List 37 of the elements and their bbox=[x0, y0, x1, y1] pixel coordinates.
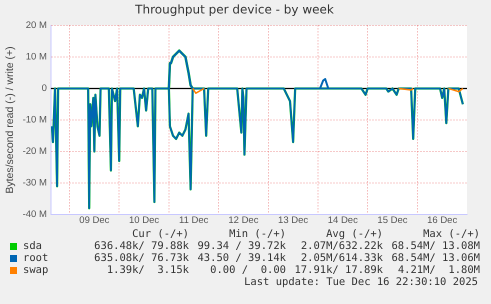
text: 99.34 / 39.72k bbox=[196, 240, 286, 252]
y-axis-title: Bytes/second read (-) / write (+) bbox=[4, 46, 16, 194]
x-tick-label: 09 Dec bbox=[79, 214, 110, 226]
text: 0.00 / 0.00 bbox=[209, 264, 286, 276]
text: 635.08k/ 76.73k bbox=[93, 252, 189, 264]
text: Max (-/+) bbox=[422, 228, 480, 240]
x-tick-label: 10 Dec bbox=[128, 214, 160, 226]
x-tick-label: 11 Dec bbox=[179, 214, 209, 226]
y-tick-label: 20 M bbox=[26, 20, 47, 32]
x-tick-label: 12 Dec bbox=[228, 214, 259, 226]
x-tick-label: 15 Dec bbox=[377, 214, 408, 226]
legend-label: root bbox=[23, 252, 48, 264]
text: Last update: Tue Dec 16 22:30:10 2025 bbox=[243, 276, 479, 288]
text: 1.39k/ 3.15k bbox=[106, 264, 189, 276]
y-tick-label: -20 M bbox=[22, 146, 47, 158]
y-tick-label: 10 M bbox=[26, 52, 47, 63]
text: Min (-/+) bbox=[228, 228, 286, 240]
y-tick-label: -10 M bbox=[22, 114, 47, 126]
text: 2.05M/614.33k bbox=[300, 252, 383, 264]
y-tick-label: -40 M bbox=[22, 209, 47, 220]
text: Cur (-/+) bbox=[131, 228, 189, 240]
text: 636.48k/ 79.88k bbox=[93, 240, 189, 252]
y-tick-label: 0 bbox=[42, 83, 47, 94]
x-tick-label: 13 Dec bbox=[278, 214, 308, 226]
y-tick-label: -30 M bbox=[22, 178, 47, 189]
text: 43.50 / 39.14k bbox=[196, 252, 286, 264]
text: Avg (-/+) bbox=[325, 228, 383, 240]
text: 17.91k/ 17.89k bbox=[293, 264, 383, 276]
text: 68.54M/ 13.08M bbox=[390, 240, 480, 252]
text: 68.54M/ 13.06M bbox=[390, 252, 480, 264]
text: 4.21M/ 1.80M bbox=[396, 264, 480, 276]
x-tick-label: 14 Dec bbox=[328, 214, 358, 226]
chart-title: Throughput per device - by week bbox=[134, 2, 334, 16]
x-tick-label: 16 Dec bbox=[427, 214, 458, 226]
text: 2.07M/632.22k bbox=[300, 240, 383, 252]
legend-label: swap bbox=[23, 264, 48, 276]
legend-label: sda bbox=[23, 240, 42, 252]
